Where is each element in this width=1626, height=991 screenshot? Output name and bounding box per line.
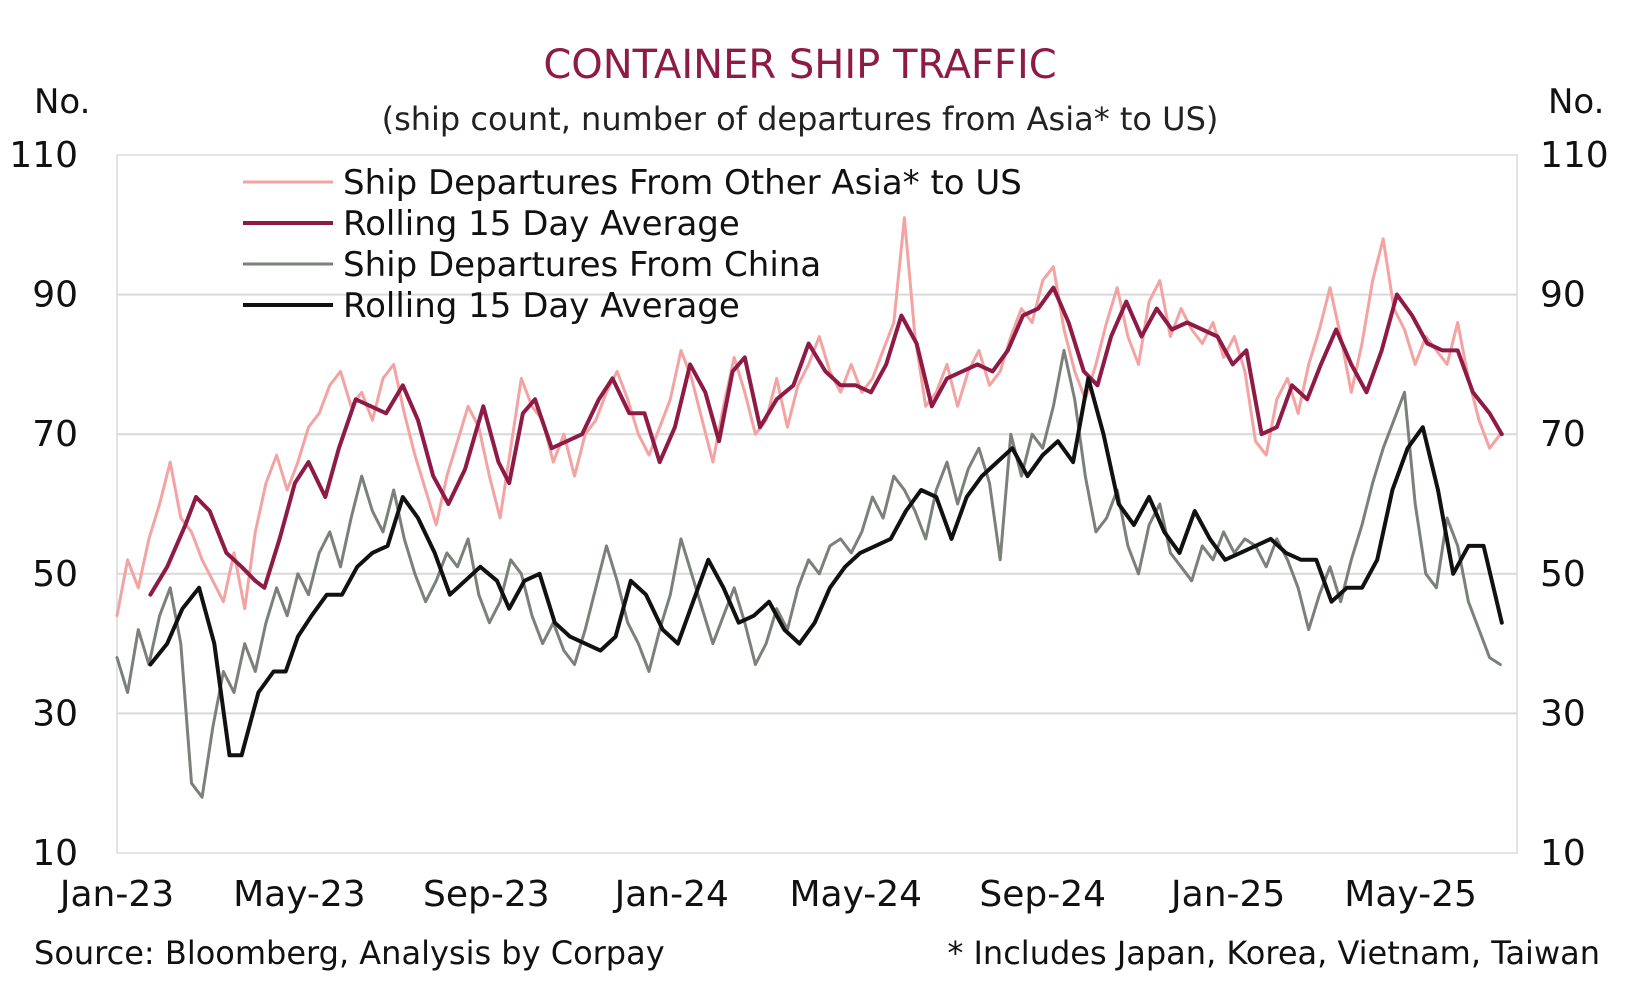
y-tick-label-right: 90 (1540, 275, 1586, 316)
x-tick-label: Sep-24 (979, 874, 1106, 915)
legend-label-1: Ship Departures From Other Asia* to US (343, 163, 1022, 203)
series (115, 216, 1504, 799)
x-tick-label: May-24 (789, 874, 922, 915)
legend-label-3: Ship Departures From China (343, 245, 821, 285)
y-tick-labels: 10 10 30 30 50 50 70 70 90 90 110 110 (9, 135, 1608, 874)
y-tick-label-left: 110 (9, 135, 78, 176)
x-tick-label: Sep-23 (423, 874, 550, 915)
x-tick-label: May-25 (1344, 874, 1477, 915)
series-line-2 (148, 285, 1504, 597)
y-axis-label-right: No. (1548, 82, 1604, 122)
y-tick-label-right: 50 (1540, 554, 1586, 595)
y-tick-label-right: 110 (1540, 135, 1609, 176)
y-tick-label-left: 50 (32, 554, 78, 595)
series-line-1 (115, 216, 1502, 618)
legend: Ship Departures From Other Asia* to USRo… (243, 163, 1022, 326)
chart-subtitle: (ship count, number of departures from A… (382, 100, 1219, 138)
legend-label-4: Rolling 15 Day Average (343, 286, 740, 326)
y-tick-label-right: 10 (1540, 833, 1586, 874)
y-tick-label-left: 30 (32, 693, 78, 734)
y-tick-label-right: 70 (1540, 414, 1586, 455)
x-tick-label: May-23 (233, 874, 366, 915)
plot-area (116, 154, 1518, 854)
x-tick-label: Jan-24 (613, 874, 729, 915)
y-tick-label-right: 30 (1540, 693, 1586, 734)
chart-title: CONTAINER SHIP TRAFFIC (543, 42, 1056, 88)
y-tick-label-left: 90 (32, 275, 78, 316)
series-line-3 (115, 348, 1502, 799)
y-axis-label-left: No. (34, 82, 90, 122)
footnote: * Includes Japan, Korea, Vietnam, Taiwan (947, 934, 1600, 972)
x-tick-label: Jan-23 (58, 874, 174, 915)
y-tick-label-left: 70 (32, 414, 78, 455)
source-note: Source: Bloomberg, Analysis by Corpay (34, 934, 665, 972)
y-tick-label-left: 10 (32, 833, 78, 874)
legend-label-2: Rolling 15 Day Average (343, 204, 740, 244)
series-line-4 (148, 376, 1504, 758)
x-tick-label: Jan-25 (1169, 874, 1285, 915)
x-tick-labels: Jan-23 May-23 Sep-23 Jan-24 May-24 Sep-24 Jan-… (58, 874, 1477, 915)
gridlines (117, 293, 1517, 715)
